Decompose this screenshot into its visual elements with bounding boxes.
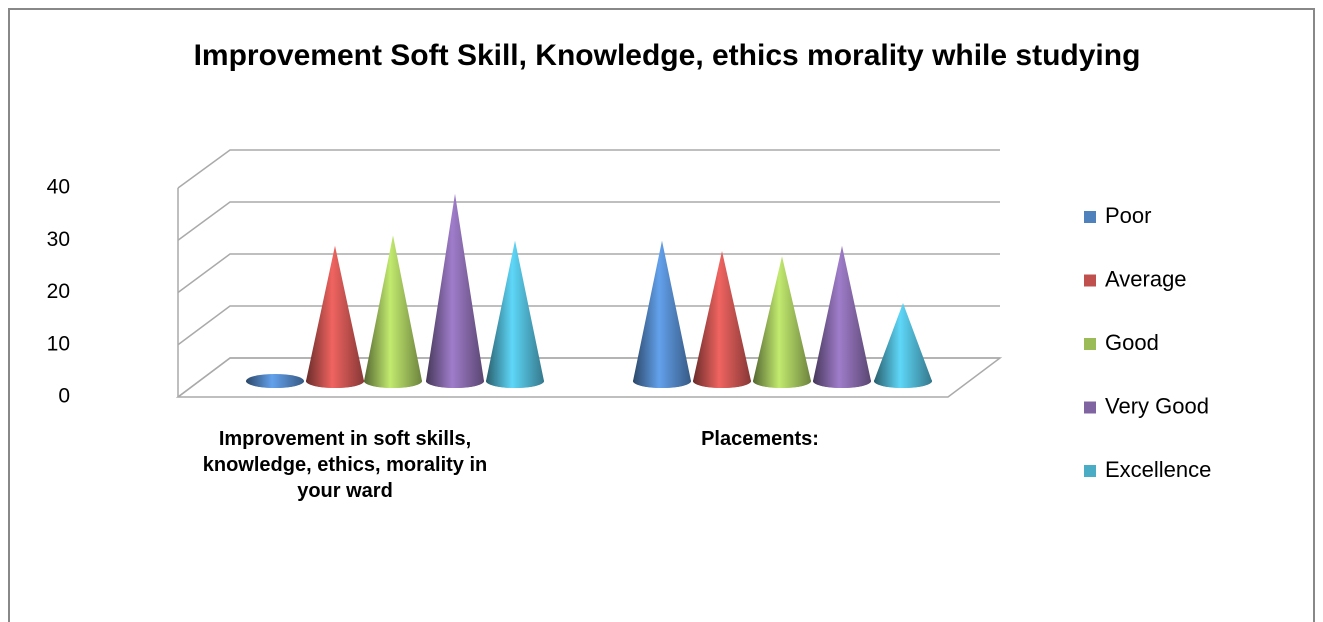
grid-line (177, 253, 1000, 294)
legend-swatch (1084, 401, 1096, 414)
cone (753, 256, 811, 388)
y-tick-label: 30 (47, 228, 70, 251)
legend-label: Average (1105, 266, 1187, 291)
legend-label: Very Good (1105, 393, 1209, 418)
legend-swatch (1084, 211, 1096, 223)
legend-label: Poor (1105, 203, 1151, 228)
cone (364, 235, 422, 388)
chart-title: Improvement Soft Skill, Knowledge, ethic… (194, 39, 1141, 72)
y-tick-label: 0 (58, 385, 70, 408)
grid-line (177, 201, 1000, 241)
chart-frame (8, 8, 1315, 622)
cone (874, 303, 932, 388)
x-tick-label: Improvement in soft skills, knowledge, e… (202, 428, 488, 502)
grid-line (177, 149, 1000, 189)
legend-swatch (1084, 338, 1096, 350)
cone (306, 245, 364, 388)
legend-label: Excellence (1105, 457, 1211, 482)
cone (246, 381, 304, 388)
grid-line (177, 305, 1000, 346)
cone (693, 251, 751, 388)
cone (426, 193, 484, 388)
legend-swatch (1084, 274, 1096, 287)
legend-swatch (1084, 465, 1096, 477)
y-tick-label: 40 (47, 176, 70, 199)
cone (813, 245, 871, 388)
legend-label: Good (1105, 330, 1159, 355)
cone (486, 240, 544, 388)
y-tick-label: 20 (47, 280, 70, 303)
cone (633, 240, 691, 388)
y-tick-label: 10 (47, 332, 70, 355)
x-tick-label: Placements: (701, 428, 819, 450)
